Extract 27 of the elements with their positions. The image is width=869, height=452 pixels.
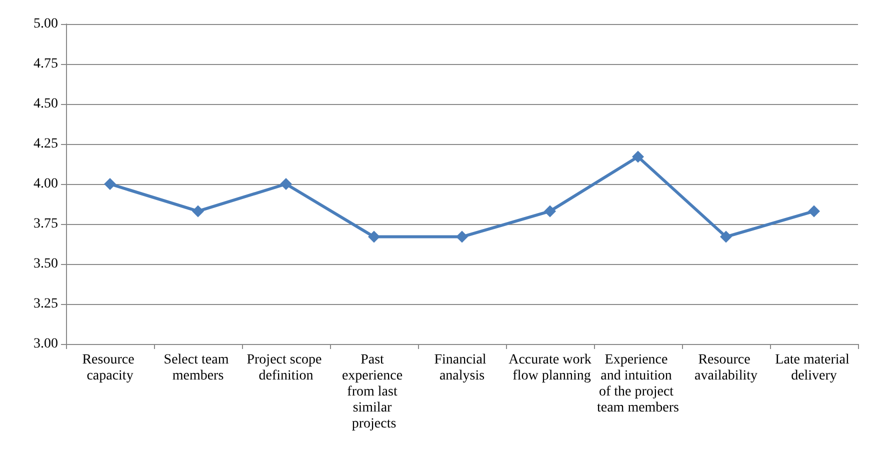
x-tick-label: Resource capacity — [82, 352, 138, 384]
point — [368, 230, 380, 243]
y-tick-label: 3.25 — [34, 296, 58, 312]
point — [192, 205, 204, 218]
point — [280, 178, 292, 190]
point — [632, 150, 644, 163]
y-tick-label: 4.25 — [34, 136, 58, 152]
point — [104, 178, 116, 190]
x-tick-label: Past experience from last similar projects — [342, 352, 406, 432]
x-tick-label: Experience and intuition of the project team members — [596, 352, 680, 416]
x-tick-label: Accurate work flow planning — [508, 352, 592, 384]
point — [808, 205, 820, 218]
x-tick-label: Project scope definition — [246, 352, 326, 384]
y-tick-label: 3.75 — [34, 216, 58, 232]
y-tick-label: 3.00 — [34, 336, 58, 352]
y-tick-label: 5.00 — [34, 16, 58, 32]
point — [720, 230, 732, 243]
point — [544, 205, 556, 218]
y-tick-label: 4.50 — [34, 96, 58, 112]
x-tick-label: Late material delivery — [775, 352, 853, 384]
y-tick-label: 3.50 — [34, 256, 58, 272]
x-tick-label: Resource availability — [694, 352, 758, 384]
y-tick-label: 4.75 — [34, 56, 58, 72]
point — [456, 230, 468, 243]
y-tick-label: 4.00 — [34, 176, 58, 192]
x-tick-label: Financial analysis — [434, 352, 490, 384]
x-tick-label: Select team members — [164, 352, 232, 384]
